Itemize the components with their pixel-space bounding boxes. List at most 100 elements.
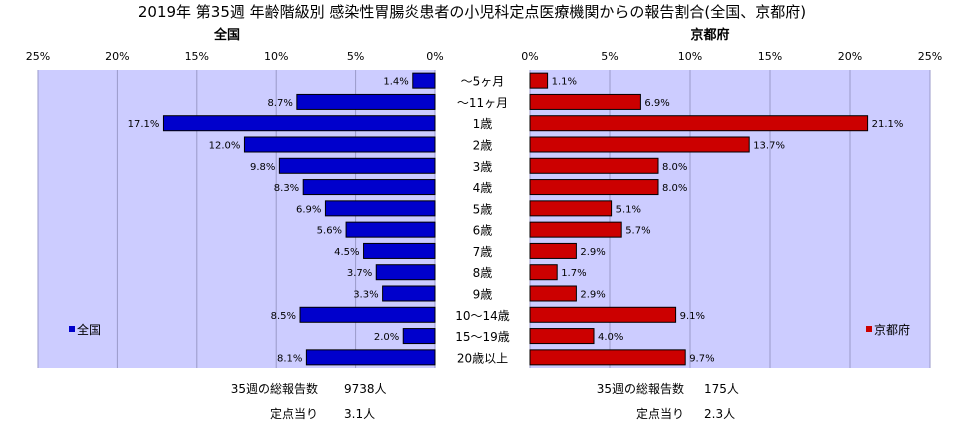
- right-legend-label: 京都府: [874, 322, 910, 337]
- left-series-bars: 1.4% 8.7% 17.1% 12.0% 9.8% 8.3% 6.9% 5.6% 4.5% 3.…: [128, 72, 436, 366]
- left-bar: [243, 136, 436, 153]
- right-data-label: 4.0%: [598, 332, 623, 343]
- left-bar: [382, 285, 436, 302]
- left-bar: [363, 242, 436, 259]
- left-bar: [402, 328, 436, 345]
- left-tick-label: 0%: [426, 50, 443, 63]
- right-per-value: 2.3人: [704, 407, 735, 421]
- right-data-label: 9.1%: [680, 311, 705, 322]
- right-data-label: 8.0%: [662, 183, 687, 194]
- right-tick-label: 25%: [918, 50, 942, 63]
- right-data-label: 2.9%: [580, 247, 605, 258]
- category-label: 15～19歳: [455, 330, 510, 344]
- left-data-label: 8.5%: [271, 311, 296, 322]
- left-data-label: 17.1%: [128, 119, 160, 130]
- category-label: 4歳: [473, 181, 493, 195]
- category-label: 3歳: [473, 160, 493, 174]
- category-label: 7歳: [473, 245, 493, 259]
- right-data-label: 6.9%: [644, 98, 669, 109]
- left-bar: [345, 221, 436, 238]
- category-label: 20歳以上: [457, 351, 508, 365]
- left-data-label: 8.7%: [267, 98, 292, 109]
- left-data-label: 3.3%: [353, 290, 378, 301]
- left-data-label: 2.0%: [374, 332, 399, 343]
- category-label: 2歳: [473, 139, 493, 153]
- category-label: ～5ヶ月: [461, 75, 505, 89]
- right-tick-label: 15%: [758, 50, 782, 63]
- left-bar: [305, 349, 436, 366]
- right-bar: [529, 328, 595, 345]
- right-data-label: 2.9%: [580, 290, 605, 301]
- right-tick-label: 10%: [678, 50, 702, 63]
- right-bar: [529, 72, 549, 89]
- category-label: 9歳: [473, 288, 493, 302]
- left-per-label: 定点当り: [270, 406, 318, 421]
- left-data-label: 6.9%: [296, 204, 321, 215]
- left-total-label: 35週の総報告数: [231, 381, 318, 396]
- left-total-value: 9738人: [344, 382, 387, 396]
- right-bar: [529, 93, 641, 110]
- right-bar: [529, 306, 677, 323]
- left-legend-label: 全国: [77, 322, 101, 337]
- left-tick-label: 20%: [105, 50, 129, 63]
- right-panel-title: 京都府: [690, 27, 729, 43]
- left-bar: [412, 72, 436, 89]
- left-data-label: 8.1%: [277, 353, 302, 364]
- left-bar: [296, 93, 436, 110]
- right-tick-label: 0%: [521, 50, 538, 63]
- left-tick-label: 10%: [264, 50, 288, 63]
- right-bar: [529, 285, 577, 302]
- left-data-label: 4.5%: [334, 247, 359, 258]
- right-bar: [529, 157, 659, 174]
- category-label: 1歳: [473, 117, 493, 131]
- right-per-label: 定点当り: [636, 406, 684, 421]
- left-tick-label: 5%: [347, 50, 364, 63]
- right-data-label: 9.7%: [689, 353, 714, 364]
- left-data-label: 5.6%: [317, 226, 342, 237]
- right-bar: [529, 136, 750, 153]
- left-bar: [162, 115, 436, 132]
- category-labels: ～5ヶ月 ～11ヶ月 1歳 2歳 3歳 4歳 5歳 6歳 7歳 8歳 9歳 10～14歳 15～19歳 2…: [455, 75, 510, 366]
- right-data-label: 13.7%: [753, 141, 785, 152]
- left-tick-label: 25%: [26, 50, 50, 63]
- right-total-label: 35週の総報告数: [597, 381, 684, 396]
- right-series-bars: 1.1% 6.9% 21.1% 13.7% 8.0% 8.0% 5.1% 5.7% 2.9% 1.…: [529, 72, 904, 366]
- right-tick-label: 5%: [601, 50, 618, 63]
- right-bar: [529, 200, 613, 217]
- right-bar: [529, 179, 659, 196]
- right-data-label: 1.1%: [552, 77, 577, 88]
- left-legend-swatch: [69, 326, 75, 332]
- right-bar: [529, 349, 686, 366]
- right-plot-area: [530, 70, 930, 368]
- category-label: ～11ヶ月: [457, 96, 508, 110]
- left-per-value: 3.1人: [344, 407, 375, 421]
- right-data-label: 8.0%: [662, 162, 687, 173]
- category-label: 8歳: [473, 266, 493, 280]
- left-data-label: 9.8%: [250, 162, 275, 173]
- left-bar: [299, 306, 436, 323]
- category-label: 6歳: [473, 224, 493, 238]
- right-bar: [529, 115, 869, 132]
- chart-title: 2019年 第35週 年齢階級別 感染性胃腸炎患者の小児科定点医療機関からの報告…: [138, 3, 806, 21]
- right-data-label: 1.7%: [561, 268, 586, 279]
- right-bar: [529, 242, 577, 259]
- right-tick-labels: 0% 5% 10% 15% 20% 25%: [521, 50, 942, 63]
- left-data-label: 8.3%: [274, 183, 299, 194]
- left-bar: [302, 179, 436, 196]
- left-data-label: 3.7%: [347, 268, 372, 279]
- right-bar: [529, 221, 622, 238]
- left-bar: [278, 157, 436, 174]
- left-tick-label: 15%: [185, 50, 209, 63]
- category-label: 10～14歳: [455, 309, 510, 323]
- category-label: 5歳: [473, 202, 493, 216]
- left-tick-labels: 0% 5% 10% 15% 20% 25%: [26, 50, 444, 63]
- right-total-value: 175人: [704, 382, 739, 396]
- right-data-label: 21.1%: [872, 119, 904, 130]
- right-legend-swatch: [866, 326, 872, 332]
- right-data-label: 5.1%: [616, 204, 641, 215]
- left-data-label: 1.4%: [383, 77, 408, 88]
- left-data-label: 12.0%: [209, 141, 241, 152]
- left-bar: [375, 264, 436, 281]
- right-bar: [529, 264, 558, 281]
